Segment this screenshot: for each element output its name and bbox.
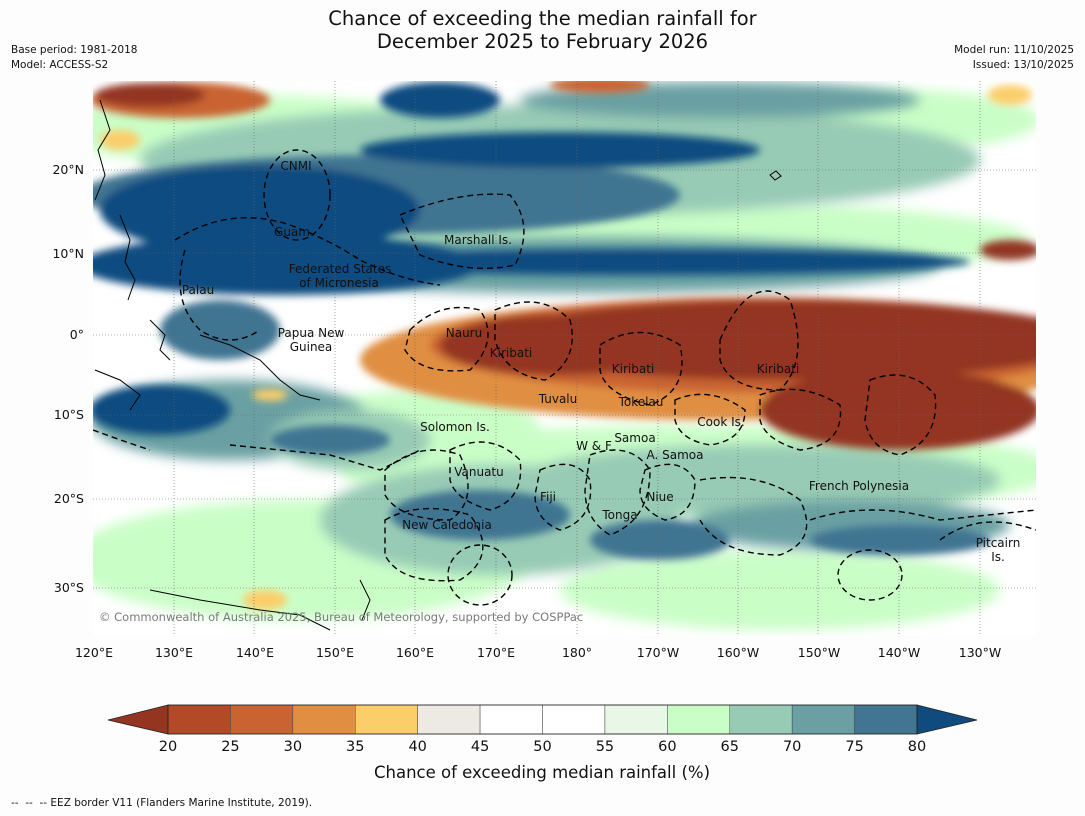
lat-label: 20°N — [52, 162, 84, 177]
colorbar-tick-label: 25 — [221, 739, 239, 755]
region-label: Guam — [274, 225, 310, 239]
region-label: Fiji — [540, 490, 556, 504]
lon-label: 140°E — [236, 645, 274, 660]
region-label: Kiribati — [757, 362, 799, 376]
region-label: W & F — [576, 439, 612, 453]
lon-label: 160°E — [396, 645, 434, 660]
region-label: Tonga — [601, 508, 637, 522]
colorbar-tick-label: 40 — [408, 739, 426, 755]
lat-label: 0° — [70, 327, 84, 342]
region-label: Samoa — [614, 431, 655, 445]
lon-label: 120°E — [75, 645, 113, 660]
region-label: Is. — [991, 550, 1005, 564]
lon-label: 150°W — [798, 645, 840, 660]
colorbar-cell — [791, 704, 855, 735]
eez-borders — [93, 149, 1036, 606]
colorbar-extend-high — [916, 704, 978, 735]
region-label: Kiribati — [490, 346, 532, 360]
region-label: Papua New — [278, 326, 345, 340]
gridlines — [93, 81, 1036, 636]
lon-label: 130°E — [155, 645, 193, 660]
region-label: French Polynesia — [809, 479, 909, 493]
eez-footnote: -- -- -- EEZ border V11 (Flanders Marine… — [11, 797, 313, 809]
colorbar-tick-label: 65 — [721, 739, 739, 755]
region-label: A. Samoa — [647, 448, 704, 462]
colorbar-cell — [167, 704, 231, 735]
lon-label: 150°E — [316, 645, 354, 660]
lon-label: 170°E — [477, 645, 515, 660]
region-label: CNMI — [280, 159, 311, 173]
colorbar-cell — [417, 704, 481, 735]
field-dark-blue — [93, 82, 990, 560]
region-label: Federated States — [289, 262, 391, 276]
colorbar-cell — [479, 704, 543, 735]
region-label: Vanuatu — [454, 465, 504, 479]
lon-label: 140°W — [878, 645, 920, 660]
colorbar-extend-low — [107, 704, 169, 735]
meta-left: Base period: 1981-2018 Model: ACCESS-S2 — [11, 43, 137, 73]
colorbar-tick-label: 30 — [284, 739, 302, 755]
lat-label: 30°S — [54, 580, 84, 595]
title-line-1: Chance of exceeding the median rainfall … — [328, 7, 757, 30]
region-label: Nauru — [446, 326, 482, 340]
lat-label: 10°N — [52, 246, 84, 261]
region-label: Palau — [182, 283, 214, 297]
base-period: Base period: 1981-2018 — [11, 44, 138, 56]
map-title: Chance of exceeding the median rainfall … — [0, 7, 1085, 53]
region-label: Tuvalu — [538, 392, 578, 406]
colorbar-tick-label: 80 — [908, 739, 926, 755]
lat-label: 20°S — [54, 491, 84, 506]
colorbar-cell — [667, 704, 730, 735]
region-label: Pitcairn — [976, 536, 1021, 550]
colorbar-tick-label: 55 — [596, 739, 614, 755]
region-label: Niue — [646, 490, 673, 504]
model-run: Model run: 11/10/2025 — [954, 44, 1074, 56]
colorbar-cell — [542, 704, 606, 735]
colorbar-tick-label: 45 — [471, 739, 489, 755]
region-labels: CNMI Guam Marshall Is. Federated States … — [182, 159, 1020, 564]
rainfall-field: CNMI Guam Marshall Is. Federated States … — [93, 81, 1036, 636]
colorbar-tick-label: 20 — [159, 739, 177, 755]
lat-label: 10°S — [54, 407, 84, 422]
region-label: Tokelau — [618, 395, 664, 409]
region-label: of Micronesia — [299, 276, 379, 290]
issued-date: Issued: 13/10/2025 — [972, 59, 1074, 71]
region-label: New Caledonia — [402, 518, 492, 532]
colorbar-tick-label: 50 — [533, 739, 551, 755]
colorbar-cell — [604, 704, 668, 735]
colorbar-ticks: 20 25 30 35 40 45 50 55 60 65 70 75 80 — [159, 739, 926, 755]
field-dry-band — [93, 81, 1036, 610]
colorbar-tick-label: 35 — [346, 739, 364, 755]
colorbar-cell — [729, 704, 793, 735]
region-label: Guinea — [290, 340, 333, 354]
colorbar-cell — [854, 704, 918, 735]
latitude-labels: 20°N 10°N 0° 10°S 20°S 30°S — [52, 162, 84, 595]
colorbar-tick-label: 60 — [658, 739, 676, 755]
colorbar-cell — [355, 704, 418, 735]
colorbar-tick-label: 75 — [845, 739, 863, 755]
meta-right: Model run: 11/10/2025 Issued: 13/10/2025 — [954, 43, 1074, 73]
copyright-notice: © Commonwealth of Australia 2025, Bureau… — [99, 610, 583, 624]
lon-label: 130°W — [959, 645, 1001, 660]
colorbar-cell — [230, 704, 294, 735]
lon-label: 180° — [562, 645, 592, 660]
coastlines — [94, 99, 782, 631]
colorbar-cell — [292, 704, 356, 735]
model-name: Model: ACCESS-S2 — [11, 59, 109, 71]
region-label: Kiribati — [612, 362, 654, 376]
lon-label: 170°W — [637, 645, 679, 660]
colorbar: 20 25 30 35 40 45 50 55 60 65 70 75 80 Chance of exc… — [107, 704, 978, 782]
colorbar-cells — [167, 704, 918, 735]
longitude-labels: 120°E 130°E 140°E 150°E 160°E 170°E 180°… — [75, 645, 1001, 660]
title-line-2: December 2025 to February 2026 — [376, 30, 709, 53]
colorbar-title: Chance of exceeding median rainfall (%) — [374, 763, 710, 782]
region-label: Solomon Is. — [420, 420, 490, 434]
colorbar-tick-label: 70 — [783, 739, 801, 755]
region-label: Marshall Is. — [444, 233, 512, 247]
region-label: Cook Is. — [697, 415, 744, 429]
lon-label: 160°W — [717, 645, 759, 660]
